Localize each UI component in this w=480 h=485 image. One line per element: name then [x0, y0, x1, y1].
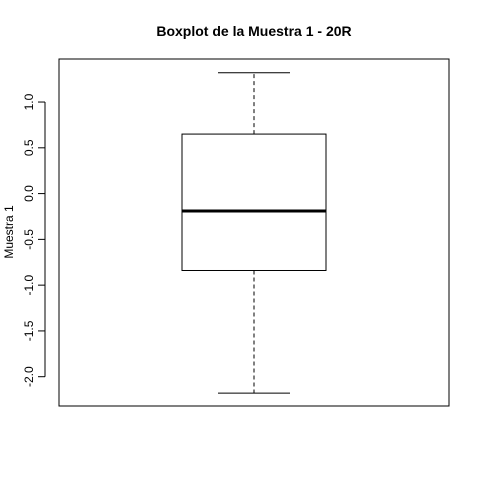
box-plot	[181, 72, 327, 394]
plot-frame	[58, 58, 450, 407]
y-axis-label: Muestra 1	[2, 205, 16, 259]
y-tick-label: 0.5	[22, 139, 36, 156]
iqr-box	[181, 133, 327, 271]
y-tick-label: -1.0	[22, 274, 36, 295]
y-tick-label: 1.0	[22, 93, 36, 110]
y-tick-label: -2.0	[22, 366, 36, 387]
y-tick-label: 0.0	[22, 185, 36, 202]
y-axis: -2.0 -1.5 -1.0 -0.5 0.0 0.5 1.0	[22, 93, 46, 387]
chart-title: Boxplot de la Muestra 1 - 20R	[156, 23, 351, 39]
y-tick-label: -1.5	[22, 320, 36, 341]
y-tick-label: -0.5	[22, 229, 36, 250]
